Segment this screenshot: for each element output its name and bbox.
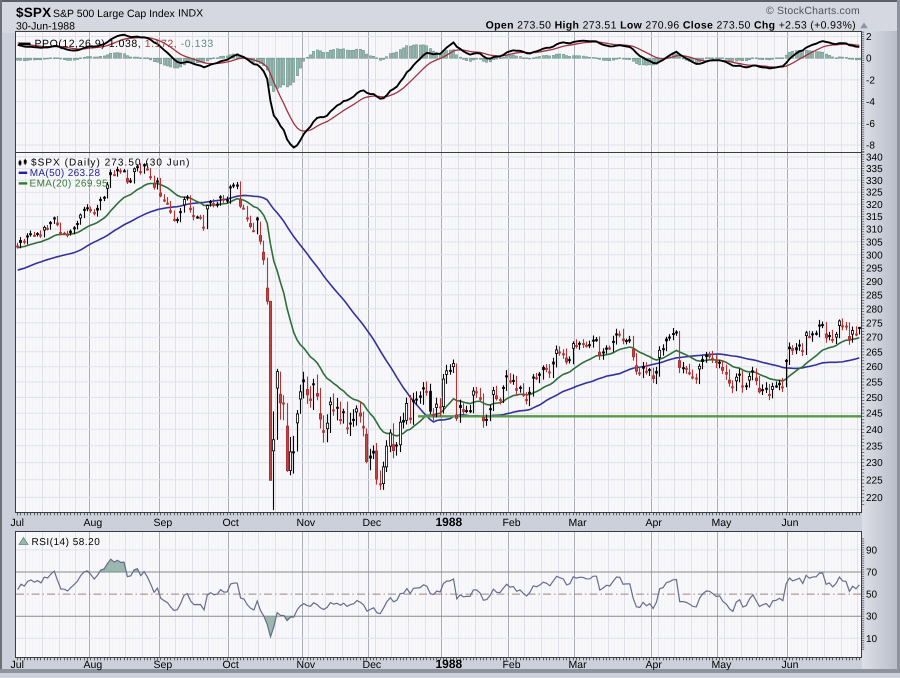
svg-text:240: 240 [866, 425, 883, 436]
svg-text:305: 305 [866, 237, 883, 248]
svg-text:1988: 1988 [436, 657, 463, 671]
svg-text:250: 250 [866, 393, 883, 404]
svg-text:30-Jun-1988: 30-Jun-1988 [16, 21, 75, 33]
svg-text:235: 235 [866, 441, 883, 452]
svg-text:320: 320 [866, 200, 883, 211]
svg-text:Jun: Jun [782, 517, 799, 529]
svg-text:285: 285 [866, 290, 883, 301]
svg-text:270: 270 [866, 333, 883, 344]
svg-text:245: 245 [866, 409, 883, 420]
svg-text:50: 50 [866, 590, 878, 601]
svg-text:275: 275 [866, 318, 883, 329]
svg-text:90: 90 [866, 545, 878, 556]
svg-text:-6: -6 [866, 119, 875, 130]
svg-text:290: 290 [866, 277, 883, 288]
svg-text:330: 330 [866, 176, 883, 187]
svg-text:RSI(14) 58.20: RSI(14) 58.20 [32, 537, 101, 548]
svg-text:10: 10 [866, 634, 878, 645]
svg-text:EMA(20) 269.95: EMA(20) 269.95 [30, 179, 108, 190]
svg-text:325: 325 [866, 188, 883, 199]
svg-text:300: 300 [866, 250, 883, 261]
svg-text:Aug: Aug [84, 659, 103, 671]
svg-text:S&P 500 Large Cap Index: S&P 500 Large Cap Index [53, 8, 176, 20]
svg-text:Jul: Jul [11, 659, 24, 671]
svg-text:1988: 1988 [436, 515, 463, 529]
svg-text:70: 70 [866, 568, 878, 579]
svg-text:Mar: Mar [569, 659, 588, 671]
svg-text:Feb: Feb [503, 517, 521, 529]
svg-text:255: 255 [866, 377, 883, 388]
svg-text:280: 280 [866, 304, 883, 315]
svg-text:Oct: Oct [223, 517, 239, 529]
svg-text:Feb: Feb [503, 659, 521, 671]
svg-text:Jul: Jul [11, 517, 24, 529]
svg-text:PPO(12,26,9) 1.038, 1.172, -0.: PPO(12,26,9) 1.038, 1.172, -0.133 [35, 38, 214, 50]
svg-text:260: 260 [866, 362, 883, 373]
svg-text:Sep: Sep [154, 517, 173, 529]
svg-text:INDX: INDX [178, 8, 203, 20]
svg-text:May: May [712, 517, 733, 529]
svg-text:Dec: Dec [363, 659, 382, 671]
svg-text:Nov: Nov [297, 659, 316, 671]
svg-text:May: May [712, 659, 733, 671]
svg-text:Mar: Mar [569, 517, 588, 529]
svg-text:230: 230 [866, 458, 883, 469]
svg-text:Sep: Sep [154, 659, 173, 671]
svg-text:Oct: Oct [223, 659, 239, 671]
svg-text:265: 265 [866, 347, 883, 358]
svg-text:-4: -4 [866, 97, 875, 108]
svg-text:Open 273.50 High 273.51 Low: Open 273.50 High 273.51 Low 270.96 Close… [486, 19, 856, 31]
svg-text:MA(50) 263.28: MA(50) 263.28 [30, 168, 101, 179]
svg-text:$SPX: $SPX [16, 5, 51, 20]
svg-text:315: 315 [866, 212, 883, 223]
svg-text:© StockCharts.com: © StockCharts.com [766, 5, 860, 17]
svg-text:340: 340 [866, 152, 883, 163]
svg-text:Dec: Dec [363, 517, 382, 529]
svg-text:335: 335 [866, 164, 883, 175]
svg-text:310: 310 [866, 225, 883, 236]
svg-text:0: 0 [866, 54, 872, 65]
svg-text:30: 30 [866, 612, 878, 623]
svg-text:295: 295 [866, 263, 883, 274]
svg-text:225: 225 [866, 475, 883, 486]
svg-text:220: 220 [866, 493, 883, 504]
svg-text:-2: -2 [866, 75, 875, 86]
svg-text:-8: -8 [866, 141, 875, 152]
svg-text:Jun: Jun [782, 659, 799, 671]
svg-text:Aug: Aug [84, 517, 103, 529]
svg-text:Apr: Apr [646, 659, 663, 671]
svg-text:Apr: Apr [646, 517, 663, 529]
svg-text:Nov: Nov [297, 517, 316, 529]
svg-text:2: 2 [866, 32, 872, 43]
